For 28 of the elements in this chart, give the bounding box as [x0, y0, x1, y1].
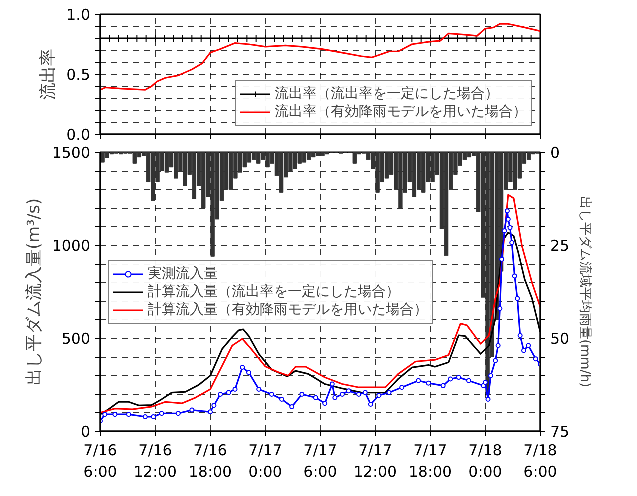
- x-tick-label: 7/17 18:00: [408, 442, 452, 482]
- y-tick-label: 1.0: [66, 6, 91, 24]
- y-tick-label: 500: [62, 330, 91, 348]
- x-tick-label: 7/17 0:00: [248, 442, 282, 482]
- x-tick-label: 7/18 6:00: [524, 442, 558, 482]
- y-tick-label: 1500: [52, 144, 91, 162]
- y-axis-title: 出し平ダム流入量(m³/s): [24, 198, 44, 386]
- y-axis-title: 流出率: [38, 49, 59, 100]
- x-tick-label: 7/16 6:00: [84, 442, 118, 482]
- y2-tick-label: 0: [550, 144, 560, 162]
- x-tick-label: 7/17 6:00: [304, 442, 338, 482]
- x-tick-label: 7/16 12:00: [134, 442, 178, 482]
- x-tick-label: 7/17 12:00: [354, 442, 398, 482]
- legend-label: 流出率（有効降雨モデルを用いた場合）: [275, 103, 527, 121]
- y-tick-label: 0: [80, 423, 91, 441]
- y-tick-label: 1000: [52, 237, 91, 255]
- y2-axis-title: 出し平ダム流域平均雨量(mm/h): [578, 196, 594, 388]
- legend-label: 実測流入量: [148, 264, 218, 282]
- y2-tick-label: 25: [550, 237, 570, 255]
- legend-label: 流出率（流出率を一定にした場合）: [275, 85, 499, 103]
- legend-label: 計算流入量（有効降雨モデルを用いた場合）: [148, 300, 428, 318]
- y-tick-label: 0.5: [66, 66, 91, 84]
- y-tick-label: 0.0: [66, 126, 91, 144]
- y2-tick-label: 50: [550, 330, 570, 348]
- x-tick-label: 7/16 18:00: [188, 442, 232, 482]
- legend-label: 計算流入量（流出率を一定にした場合）: [148, 282, 400, 300]
- x-tick-label: 7/18 0:00: [468, 442, 502, 482]
- y2-tick-label: 75: [550, 423, 570, 441]
